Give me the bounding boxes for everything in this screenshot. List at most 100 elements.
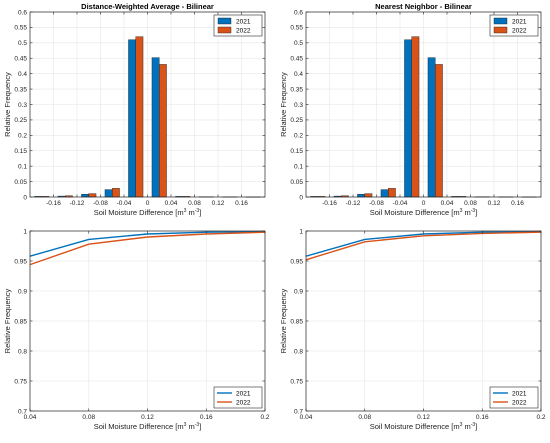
y-tick-label: 0.4 xyxy=(294,71,303,78)
y-tick-label: 0.7 xyxy=(18,408,27,415)
y-tick-label: 0.6 xyxy=(18,9,27,16)
y-tick-label: 0.35 xyxy=(14,86,27,93)
y-tick-label: 0.05 xyxy=(14,179,27,186)
bar-2021 xyxy=(104,189,113,198)
x-tick-label: -0.16 xyxy=(322,200,337,207)
y-tick-label: 0.1 xyxy=(294,163,303,170)
x-tick-label: 0.16 xyxy=(235,200,248,207)
y-tick-label: 0.95 xyxy=(290,258,303,265)
x-axis-label-part: m xyxy=(186,208,194,217)
bar-2022 xyxy=(364,193,373,198)
x-axis-label-part: 3 xyxy=(184,208,187,214)
y-tick-label: 1 xyxy=(299,228,303,235)
x-tick-label: 0.16 xyxy=(511,200,524,207)
y-tick-label: 0.15 xyxy=(290,148,303,155)
chart-cdf-nn: 0.04 0.08 0.12 0.16 0.2 0.7 0.75 0.8 0.85 0.9 0.95… xyxy=(279,228,546,431)
legend: 2021 2022 xyxy=(213,14,263,37)
bar-2021 xyxy=(81,194,89,198)
x-tick-label: 0.12 xyxy=(212,200,225,207)
y-tick-label: 0.9 xyxy=(18,288,27,295)
y-tick-label: 0.5 xyxy=(294,40,303,47)
x-axis-label: Soil Moisture Difference [m3 m-3] xyxy=(370,422,478,431)
x-axis-label-part: Soil Moisture Difference [m xyxy=(94,422,184,431)
x-tick-label: 0.04 xyxy=(300,414,313,421)
x-axis-label-part: m xyxy=(186,422,194,431)
legend-label-2021: 2021 xyxy=(236,18,251,25)
x-axis-label-part: ] xyxy=(475,208,477,217)
x-axis-label: Soil Moisture Difference [m3 m-3] xyxy=(370,208,478,217)
bar-2021 xyxy=(404,39,412,198)
x-axis-label-part: 3 xyxy=(460,208,463,214)
chart-title: Nearest Neighbor - Bilinear xyxy=(375,2,472,11)
x-tick-label: 0.08 xyxy=(82,414,95,421)
x-axis-label-part: Soil Moisture Difference [m xyxy=(370,422,460,431)
x-tick-label: 0.08 xyxy=(358,414,371,421)
x-tick-label: 0.04 xyxy=(441,200,454,207)
line-2021 xyxy=(305,230,542,257)
y-tick-label: 0.6 xyxy=(294,9,303,16)
bar-2021 xyxy=(357,194,365,198)
legend: 2021 2022 xyxy=(213,386,263,409)
y-tick-label: 1 xyxy=(23,228,27,235)
x-tick-label: 0.08 xyxy=(188,200,201,207)
x-tick-label: -0.04 xyxy=(117,200,132,207)
y-axis-label: Relative Frequency xyxy=(3,72,12,137)
y-tick-label: 0.35 xyxy=(290,86,303,93)
x-tick-label: -0.12 xyxy=(70,200,85,207)
x-axis-label-part: Soil Moisture Difference [m xyxy=(94,208,184,217)
y-tick-label: 0.5 xyxy=(18,40,27,47)
x-tick-label: 0.12 xyxy=(488,200,501,207)
y-tick-label: 0.25 xyxy=(14,117,27,124)
y-tick-label: 0.55 xyxy=(290,25,303,32)
x-axis-label-part: -3 xyxy=(471,208,476,214)
x-axis-label-part: ] xyxy=(475,422,477,431)
y-axis-label: Relative Frequency xyxy=(3,288,12,353)
x-axis-label-part: Soil Moisture Difference [m xyxy=(370,208,460,217)
y-tick-label: 0.3 xyxy=(18,102,27,109)
y-tick-label: 0 xyxy=(299,194,303,201)
bar-2022 xyxy=(135,36,144,198)
legend-label-2022: 2022 xyxy=(512,399,527,406)
x-axis-label-part: 3 xyxy=(184,422,187,428)
legend-box xyxy=(213,386,263,409)
bar-2022 xyxy=(159,64,167,198)
y-tick-label: 0.85 xyxy=(290,318,303,325)
x-axis-label: Soil Moisture Difference [m3 m-3] xyxy=(94,422,202,431)
y-tick-label: 0 xyxy=(23,194,27,201)
y-axis-label: Relative Frequency xyxy=(279,288,288,353)
legend-swatch-2022 xyxy=(217,26,232,34)
y-tick-label: 0.45 xyxy=(290,56,303,63)
x-tick-label: -0.08 xyxy=(93,200,108,207)
y-tick-label: 0.1 xyxy=(18,163,27,170)
legend-box xyxy=(489,386,539,409)
bar-2022 xyxy=(112,188,120,198)
x-axis-label-part: 3 xyxy=(460,422,463,428)
x-axis-label-part: -3 xyxy=(471,422,476,428)
line-2022 xyxy=(305,231,542,261)
y-tick-label: 0.2 xyxy=(294,133,303,140)
legend-swatch-2022 xyxy=(493,26,508,34)
legend-swatch-2021 xyxy=(493,17,508,25)
bar-2021 xyxy=(380,189,389,198)
legend-label-2022: 2022 xyxy=(512,27,527,34)
legend-label-2022: 2022 xyxy=(236,399,251,406)
legend: 2021 2022 xyxy=(489,14,539,37)
x-tick-label: 0.2 xyxy=(536,414,545,421)
x-tick-label: -0.16 xyxy=(46,200,61,207)
legend: 2021 2022 xyxy=(489,386,539,409)
chart-hist-nn: -0.16 -0.12 -0.08 -0.04 0 0.04 0.08 0.12 0.16 0 0.… xyxy=(279,2,542,217)
x-tick-label: 0.12 xyxy=(141,414,154,421)
y-tick-label: 0.45 xyxy=(14,56,27,63)
x-tick-label: 0.16 xyxy=(200,414,213,421)
x-axis-label: Soil Moisture Difference [m3 m-3] xyxy=(94,208,202,217)
bar-2021 xyxy=(427,57,436,198)
x-tick-label: -0.04 xyxy=(393,200,408,207)
y-tick-label: 0.95 xyxy=(14,258,27,265)
legend-swatch-2021 xyxy=(217,17,232,25)
y-tick-label: 0.05 xyxy=(290,179,303,186)
bar-2021 xyxy=(151,57,160,198)
y-tick-label: 0.7 xyxy=(294,408,303,415)
x-tick-label: -0.12 xyxy=(346,200,361,207)
y-tick-label: 0.8 xyxy=(18,348,27,355)
